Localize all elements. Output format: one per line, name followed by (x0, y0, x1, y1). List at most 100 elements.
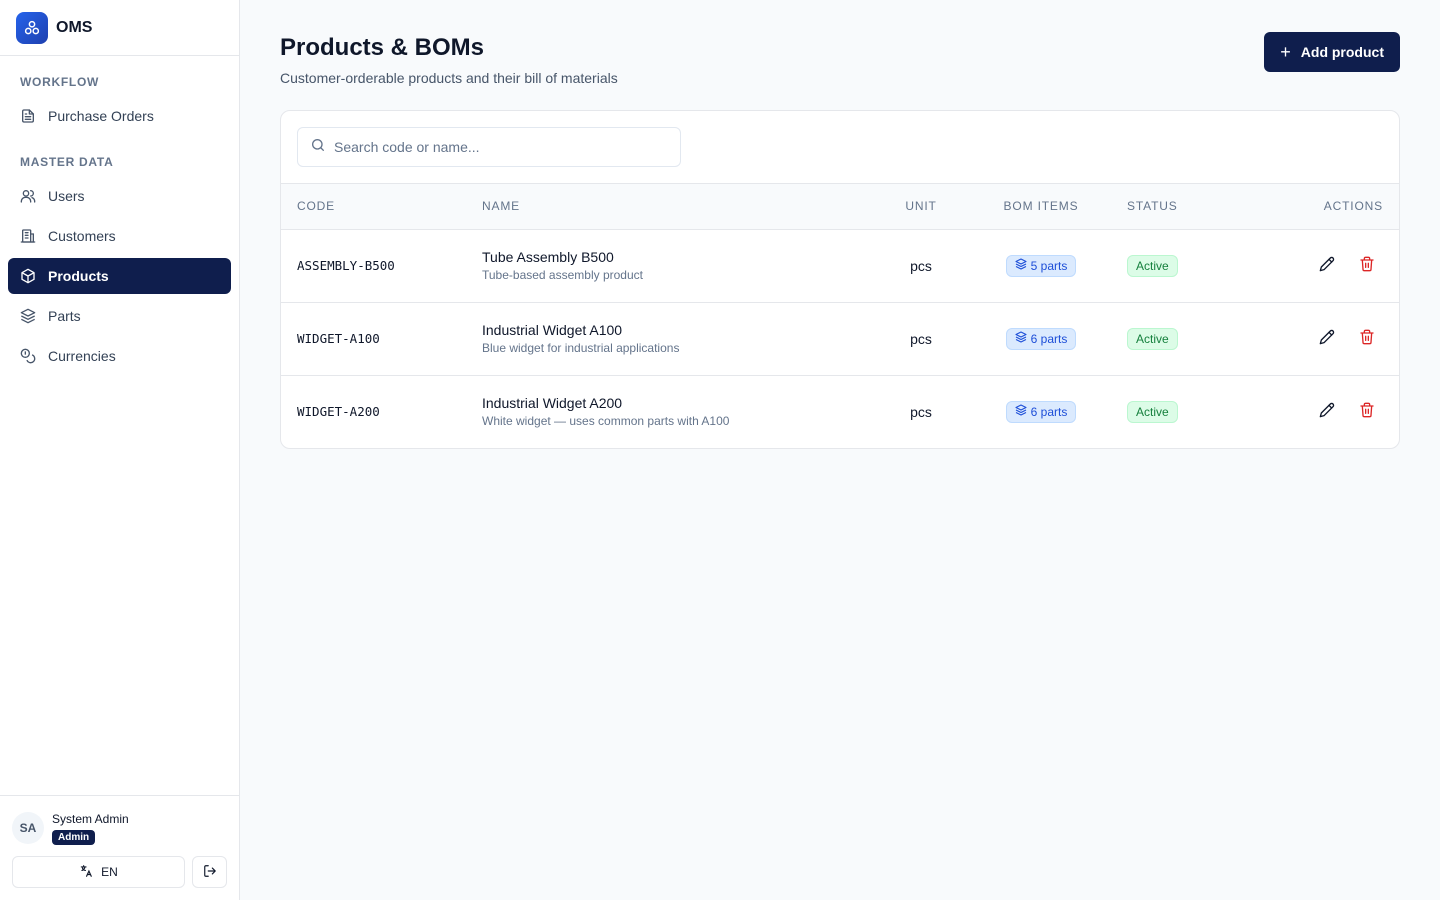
row-actions (1311, 250, 1383, 282)
app-logo-icon (16, 11, 48, 44)
status-cell: Active (1111, 302, 1261, 375)
table-row[interactable]: WIDGET-A200 Industrial Widget A200 White… (281, 375, 1399, 448)
sidebar-item-label: Users (48, 188, 85, 204)
search-box[interactable] (297, 127, 681, 167)
delete-button[interactable] (1351, 396, 1383, 428)
layers-icon (1015, 258, 1027, 273)
bom-items-badge[interactable]: 5 parts (1005, 254, 1077, 277)
sidebar-item-users[interactable]: Users (8, 178, 231, 214)
status-cell: Active (1111, 375, 1261, 448)
footer-buttons: EN (12, 856, 227, 888)
sidebar-item-label: Products (48, 268, 109, 284)
bom-items-badge[interactable]: 6 parts (1005, 400, 1077, 423)
brand[interactable]: OMS (0, 0, 239, 56)
plus-icon: + (1280, 41, 1291, 62)
column-header-bom-items[interactable]: BOM ITEMS (1003, 199, 1079, 214)
column-header-status[interactable]: STATUS (1127, 199, 1178, 214)
page-header: Products & BOMs Customer-orderable produ… (280, 32, 1400, 86)
app-name: OMS (56, 18, 93, 36)
product-name-cell: Industrial Widget A100 Blue widget for i… (466, 302, 871, 375)
building-icon (20, 228, 36, 244)
users-icon (20, 188, 36, 204)
sidebar-item-label: Parts (48, 308, 81, 324)
product-name: Industrial Widget A100 (482, 322, 623, 338)
edit-button[interactable] (1311, 396, 1343, 428)
bom-items-count: 5 parts (1030, 258, 1068, 273)
column-header-unit[interactable]: UNIT (905, 199, 937, 214)
product-unit: pcs (910, 257, 932, 274)
status-cell: Active (1111, 229, 1261, 302)
column-header-name[interactable]: NAME (482, 199, 521, 214)
bom-cell: 5 parts (971, 229, 1111, 302)
package-icon (20, 268, 36, 284)
main-content: Products & BOMs Customer-orderable produ… (240, 0, 1440, 900)
page-subtitle: Customer-orderable products and their bi… (280, 70, 618, 86)
bom-items-count: 6 parts (1030, 331, 1068, 346)
product-name-cell: Tube Assembly B500 Tube-based assembly p… (466, 229, 871, 302)
column-header-code[interactable]: CODE (297, 199, 336, 214)
logout-button[interactable] (192, 856, 227, 888)
card-toolbar (281, 111, 1399, 184)
sidebar-item-label: Currencies (48, 348, 116, 364)
language-button[interactable]: EN (12, 856, 185, 888)
delete-button[interactable] (1351, 323, 1383, 355)
table-row[interactable]: WIDGET-A100 Industrial Widget A100 Blue … (281, 302, 1399, 375)
add-product-button[interactable]: + Add product (1264, 32, 1400, 72)
user-meta: System Admin Admin (52, 812, 129, 845)
table-header-row: CODE NAME UNIT BOM ITEMS STATUS ACTIONS (281, 184, 1399, 229)
layers-icon (20, 308, 36, 324)
row-actions (1311, 396, 1383, 428)
coins-icon (20, 348, 36, 364)
delete-button[interactable] (1351, 250, 1383, 282)
trash-icon (1359, 402, 1375, 421)
sidebar-item-currencies[interactable]: Currencies (8, 338, 231, 374)
sidebar-item-products[interactable]: Products (8, 258, 231, 294)
product-code: WIDGET-A100 (297, 331, 380, 346)
add-product-label: Add product (1300, 44, 1384, 60)
product-description: Blue widget for industrial applications (482, 341, 680, 355)
user-block: SA System Admin Admin EN (0, 795, 239, 900)
bom-items-badge[interactable]: 6 parts (1005, 327, 1077, 350)
trash-icon (1359, 256, 1375, 275)
nav-section-master-data: MASTER DATA Users Customers Products Par… (0, 152, 239, 374)
pencil-icon (1319, 402, 1335, 421)
product-name: Tube Assembly B500 (482, 249, 614, 265)
product-description: Tube-based assembly product (482, 268, 643, 282)
sidebar-item-label: Customers (48, 228, 116, 244)
page-title: Products & BOMs (280, 34, 485, 61)
status-badge: Active (1127, 327, 1178, 350)
nav-section-workflow: WORKFLOW Purchase Orders (0, 72, 239, 134)
table-row[interactable]: ASSEMBLY-B500 Tube Assembly B500 Tube-ba… (281, 229, 1399, 302)
row-actions (1311, 323, 1383, 355)
section-title-workflow: WORKFLOW (20, 75, 100, 89)
sidebar: OMS WORKFLOW Purchase Orders MASTER DATA… (0, 0, 240, 900)
product-unit: pcs (910, 403, 932, 420)
sidebar-item-parts[interactable]: Parts (8, 298, 231, 334)
edit-button[interactable] (1311, 323, 1343, 355)
search-icon (310, 137, 326, 158)
sidebar-item-customers[interactable]: Customers (8, 218, 231, 254)
edit-button[interactable] (1311, 250, 1343, 282)
layers-icon (1015, 331, 1027, 346)
avatar: SA (12, 812, 44, 844)
product-code: ASSEMBLY-B500 (297, 258, 395, 273)
sidebar-item-purchase-orders[interactable]: Purchase Orders (8, 98, 231, 134)
actions-cell (1261, 302, 1399, 375)
role-badge: Admin (52, 829, 96, 845)
bom-cell: 6 parts (971, 375, 1111, 448)
product-unit: pcs (910, 330, 932, 347)
sidebar-item-label: Purchase Orders (48, 108, 154, 124)
column-header-actions: ACTIONS (1323, 199, 1383, 214)
actions-cell (1261, 229, 1399, 302)
layers-icon (1015, 404, 1027, 419)
status-badge: Active (1127, 400, 1178, 423)
file-text-icon (20, 108, 36, 124)
section-title-master-data: MASTER DATA (20, 155, 114, 169)
product-name-cell: Industrial Widget A200 White widget — us… (466, 375, 871, 448)
product-code: WIDGET-A200 (297, 404, 380, 420)
pencil-icon (1319, 329, 1335, 348)
products-table: CODE NAME UNIT BOM ITEMS STATUS ACTIONS … (281, 184, 1399, 448)
trash-icon (1359, 329, 1375, 348)
search-input[interactable] (334, 139, 664, 155)
user-name: System Admin (52, 811, 129, 826)
